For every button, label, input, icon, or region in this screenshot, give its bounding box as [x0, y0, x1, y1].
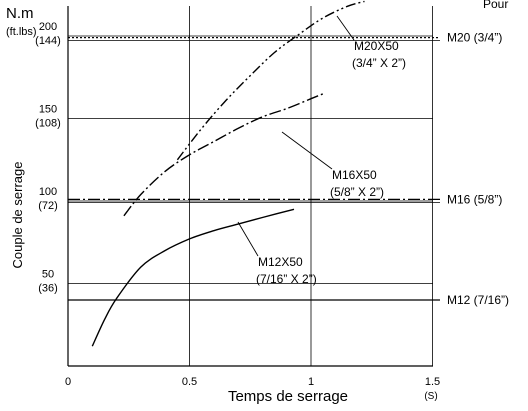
y-tick-label-alt: (108)	[35, 118, 61, 130]
series-m16-curve	[123, 93, 324, 217]
x-tick-label: 1	[308, 376, 314, 388]
series-curves	[91, 0, 365, 347]
x-axis-title: Temps de serrage	[228, 388, 348, 405]
series-label-alt: (7/16” X 2”)	[256, 272, 317, 286]
reference-lines: M20 (3/4”) M16 (5/8”) M12 (7/16”)	[68, 31, 509, 307]
series-label-alt: (5/8” X 2”)	[330, 185, 384, 199]
y-tick-label-alt: (144)	[35, 35, 61, 47]
x-axis-unit: (S)	[424, 391, 437, 402]
reference-line-label: M12 (7/16”)	[447, 293, 509, 307]
series-label: M12X50	[258, 255, 303, 269]
y-tick-label-alt: (72)	[38, 200, 58, 212]
tick-labels: 0 0.5 1 1.5 50 (36) 100 (72) 150 (108) 200 (144)	[35, 21, 440, 388]
y-tick-label-alt: (36)	[38, 283, 58, 295]
x-tick-label: 0.5	[182, 376, 197, 388]
y-tick-label: 150	[39, 104, 57, 116]
y-unit-label: N.m	[6, 5, 34, 22]
gridlines	[68, 6, 433, 366]
x-tick-label: 1.5	[425, 376, 440, 388]
series-m20-curve	[176, 0, 365, 161]
annotation-leader	[237, 221, 259, 257]
axes	[67, 6, 433, 367]
y-axis-title: Couple de serrage	[10, 162, 25, 269]
reference-line-label: M16 (5/8”)	[447, 192, 502, 206]
series-label: M16X50	[332, 168, 377, 182]
x-tick-label: 0	[65, 376, 71, 388]
annotation-leader	[281, 131, 333, 170]
reference-line-label: M20 (3/4”)	[447, 31, 502, 45]
y-tick-label: 200	[39, 21, 57, 33]
series-label: M20X50	[354, 39, 399, 53]
corner-text: Pour	[483, 0, 508, 11]
annotation-leader	[336, 15, 355, 41]
y-tick-label: 50	[42, 269, 54, 281]
annotations: M20X50 (3/4” X 2”) M16X50 (5/8” X 2”) M12X50…	[237, 15, 406, 286]
series-m12-curve	[91, 208, 295, 347]
y-unit-label-alt: (ft.lbs)	[6, 26, 37, 38]
series-label-alt: (3/4” X 2”)	[352, 56, 406, 70]
y-tick-label: 100	[39, 186, 57, 198]
